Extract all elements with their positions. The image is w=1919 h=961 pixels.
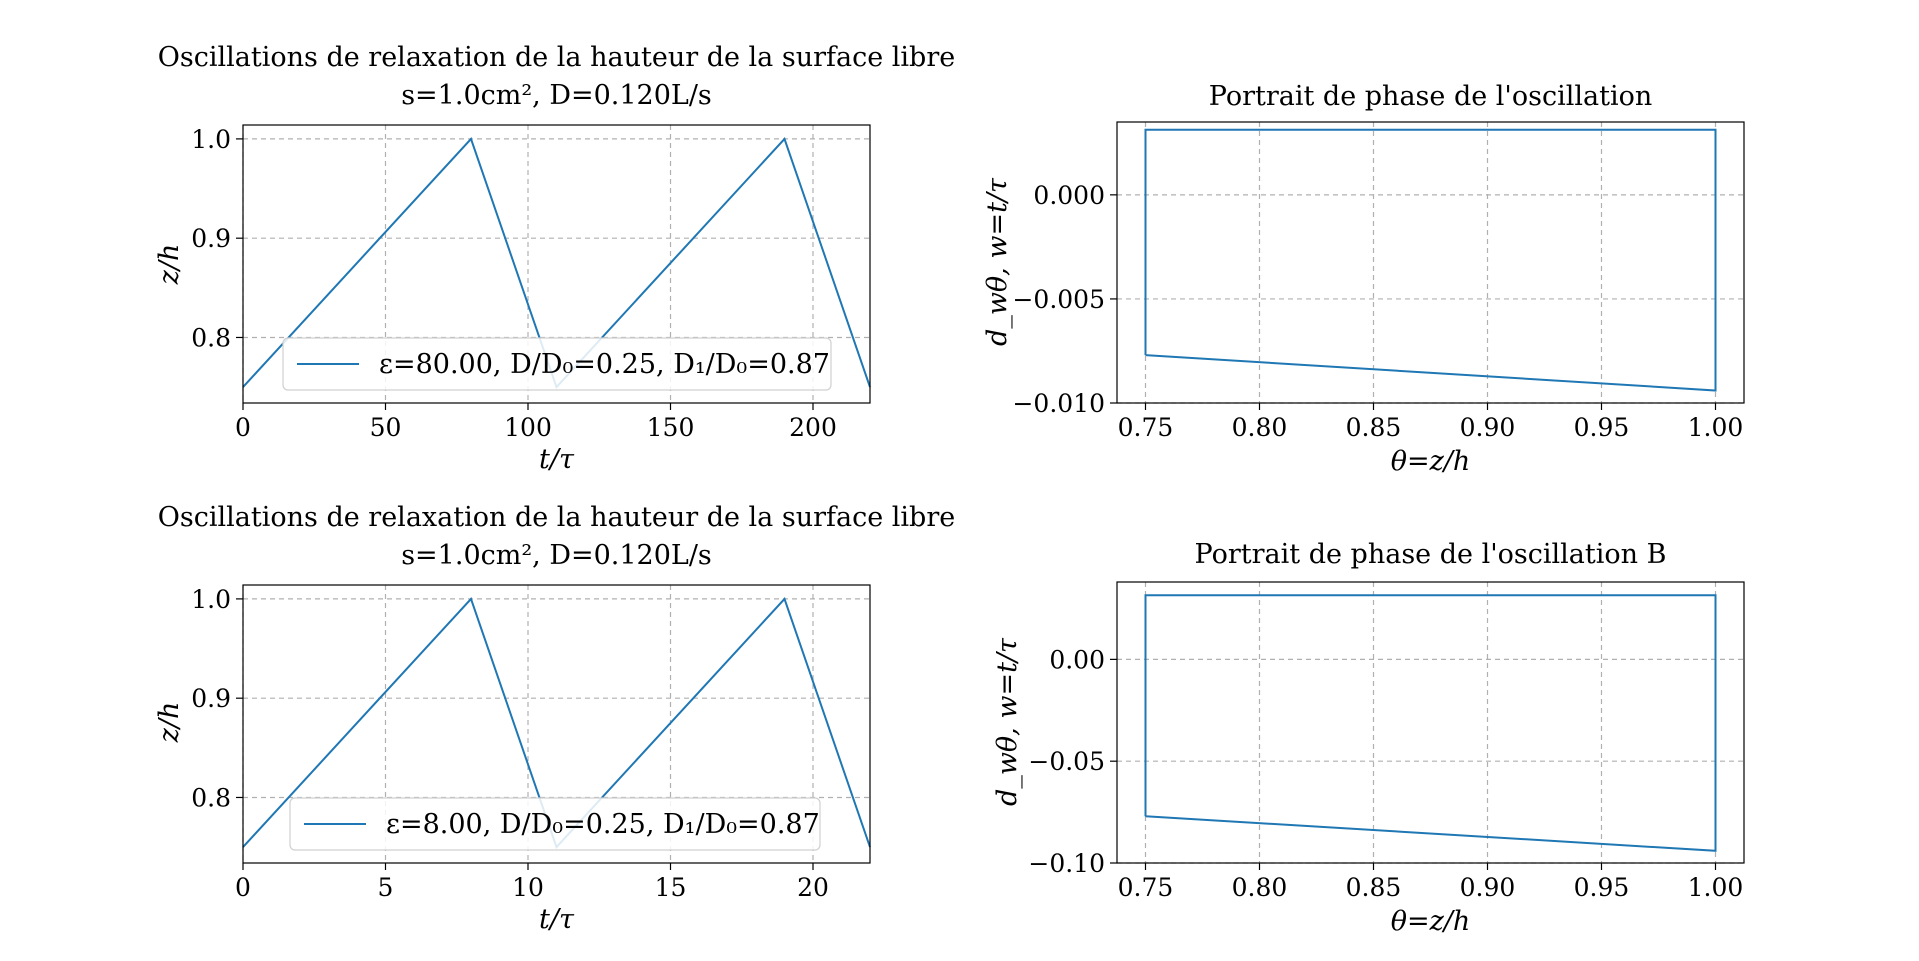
x-axis-label: θ=z/h bbox=[1391, 446, 1471, 477]
x-tick-label: 0.90 bbox=[1460, 413, 1516, 442]
y-axis-label: z/h bbox=[154, 702, 185, 744]
x-tick-label: 0.95 bbox=[1574, 873, 1630, 902]
x-tick-label: 50 bbox=[370, 413, 402, 442]
x-tick-label: 0.90 bbox=[1460, 873, 1516, 902]
series-line bbox=[1144, 594, 1717, 852]
y-tick-label: −0.05 bbox=[1028, 747, 1105, 776]
y-axis-label: z/h bbox=[154, 244, 185, 286]
x-tick-label: 150 bbox=[647, 413, 695, 442]
y-tick-label: −0.10 bbox=[1028, 849, 1105, 878]
x-tick-label: 10 bbox=[512, 873, 544, 902]
x-axis-label: t/τ bbox=[539, 444, 575, 475]
y-tick-label: −0.005 bbox=[1012, 285, 1105, 314]
x-tick-label: 5 bbox=[378, 873, 394, 902]
x-tick-label: 0 bbox=[235, 873, 251, 902]
y-tick-label: 0.9 bbox=[191, 224, 231, 253]
legend-box bbox=[282, 337, 832, 391]
chart-p4: Portrait de phase de l'oscillation B 0.75… bbox=[992, 539, 1745, 937]
y-tick-label: −0.010 bbox=[1012, 389, 1105, 418]
chart-title-line: s=1.0cm², D=0.120L/s bbox=[401, 80, 712, 111]
y-tick-label: 0.00 bbox=[1049, 645, 1105, 674]
x-axis-label: θ=z/h bbox=[1391, 906, 1471, 937]
y-axis-label: d_wθ, w=t/τ bbox=[982, 177, 1013, 346]
chart-title-line: Oscillations de relaxation de la hauteur… bbox=[158, 502, 955, 533]
chart-p2: Portrait de phase de l'oscillation 0.75 0.… bbox=[982, 81, 1745, 477]
chart-p3: Oscillations de relaxation de la hauteur… bbox=[154, 502, 955, 935]
legend: ε=80.00, D/D₀=0.25, D₁/D₀=0.87 bbox=[282, 337, 832, 391]
series-line bbox=[1144, 128, 1717, 392]
y-tick-label: 0.8 bbox=[191, 323, 231, 352]
chart-title-line: Portrait de phase de l'oscillation B bbox=[1195, 539, 1667, 570]
y-tick-label: 0.8 bbox=[191, 783, 231, 812]
x-tick-label: 1.00 bbox=[1688, 873, 1744, 902]
chart-p1: Oscillations de relaxation de la hauteur… bbox=[154, 42, 955, 475]
plot-frame bbox=[242, 124, 871, 404]
x-tick-label: 0.75 bbox=[1118, 413, 1174, 442]
y-tick-label: 1.0 bbox=[191, 125, 231, 154]
legend: ε=8.00, D/D₀=0.25, D₁/D₀=0.87 bbox=[289, 797, 821, 851]
x-axis-label: t/τ bbox=[539, 904, 575, 935]
chart-title-line: Portrait de phase de l'oscillation bbox=[1209, 81, 1652, 112]
y-tick-label: 0.000 bbox=[1033, 181, 1105, 210]
chart-title-line: Oscillations de relaxation de la hauteur… bbox=[158, 42, 955, 73]
plot-frame bbox=[1116, 581, 1745, 864]
legend-label: ε=8.00, D/D₀=0.25, D₁/D₀=0.87 bbox=[386, 809, 820, 840]
y-tick-label: 1.0 bbox=[191, 585, 231, 614]
legend-label: ε=80.00, D/D₀=0.25, D₁/D₀=0.87 bbox=[379, 349, 830, 380]
x-tick-label: 0.85 bbox=[1346, 873, 1402, 902]
legend-box bbox=[289, 797, 821, 851]
x-tick-label: 1.00 bbox=[1688, 413, 1744, 442]
x-tick-label: 100 bbox=[504, 413, 552, 442]
y-axis-label: d_wθ, w=t/τ bbox=[992, 637, 1023, 806]
x-tick-label: 200 bbox=[789, 413, 837, 442]
x-tick-label: 20 bbox=[797, 873, 829, 902]
x-tick-label: 15 bbox=[655, 873, 687, 902]
x-tick-label: 0.95 bbox=[1574, 413, 1630, 442]
x-tick-label: 0.80 bbox=[1232, 873, 1288, 902]
x-tick-label: 0.75 bbox=[1118, 873, 1174, 902]
x-tick-label: 0.80 bbox=[1232, 413, 1288, 442]
chart-title-line: s=1.0cm², D=0.120L/s bbox=[401, 540, 712, 571]
plot-frame bbox=[242, 584, 871, 864]
y-tick-label: 0.9 bbox=[191, 684, 231, 713]
x-tick-label: 0.85 bbox=[1346, 413, 1402, 442]
x-tick-label: 0 bbox=[235, 413, 251, 442]
plot-frame bbox=[1116, 121, 1745, 404]
